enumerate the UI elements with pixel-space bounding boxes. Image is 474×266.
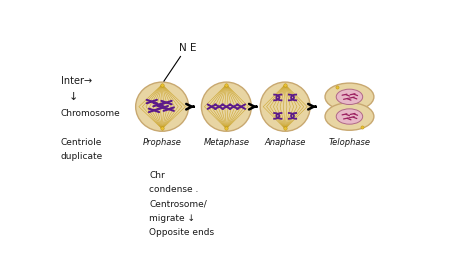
Text: migrate ↓: migrate ↓ <box>149 214 195 223</box>
Ellipse shape <box>336 89 363 105</box>
Text: Telophase: Telophase <box>328 138 371 147</box>
Ellipse shape <box>336 109 363 124</box>
Text: Inter→: Inter→ <box>61 76 92 86</box>
Ellipse shape <box>201 82 251 131</box>
Text: Prophase: Prophase <box>143 138 182 147</box>
Text: N E: N E <box>179 43 196 53</box>
Text: ↓: ↓ <box>68 93 78 102</box>
Ellipse shape <box>325 103 374 130</box>
Text: Centriole: Centriole <box>60 138 102 147</box>
Text: condense .: condense . <box>149 185 199 194</box>
Ellipse shape <box>136 82 189 131</box>
Text: duplicate: duplicate <box>60 152 102 161</box>
Ellipse shape <box>325 83 374 111</box>
Text: Metaphase: Metaphase <box>203 138 249 147</box>
Ellipse shape <box>260 82 310 131</box>
Text: Centrosome/: Centrosome/ <box>149 200 207 209</box>
Text: Opposite ends: Opposite ends <box>149 228 214 237</box>
Text: Anaphase: Anaphase <box>264 138 306 147</box>
Text: Chr: Chr <box>149 171 165 180</box>
Text: Chromosome: Chromosome <box>60 109 120 118</box>
